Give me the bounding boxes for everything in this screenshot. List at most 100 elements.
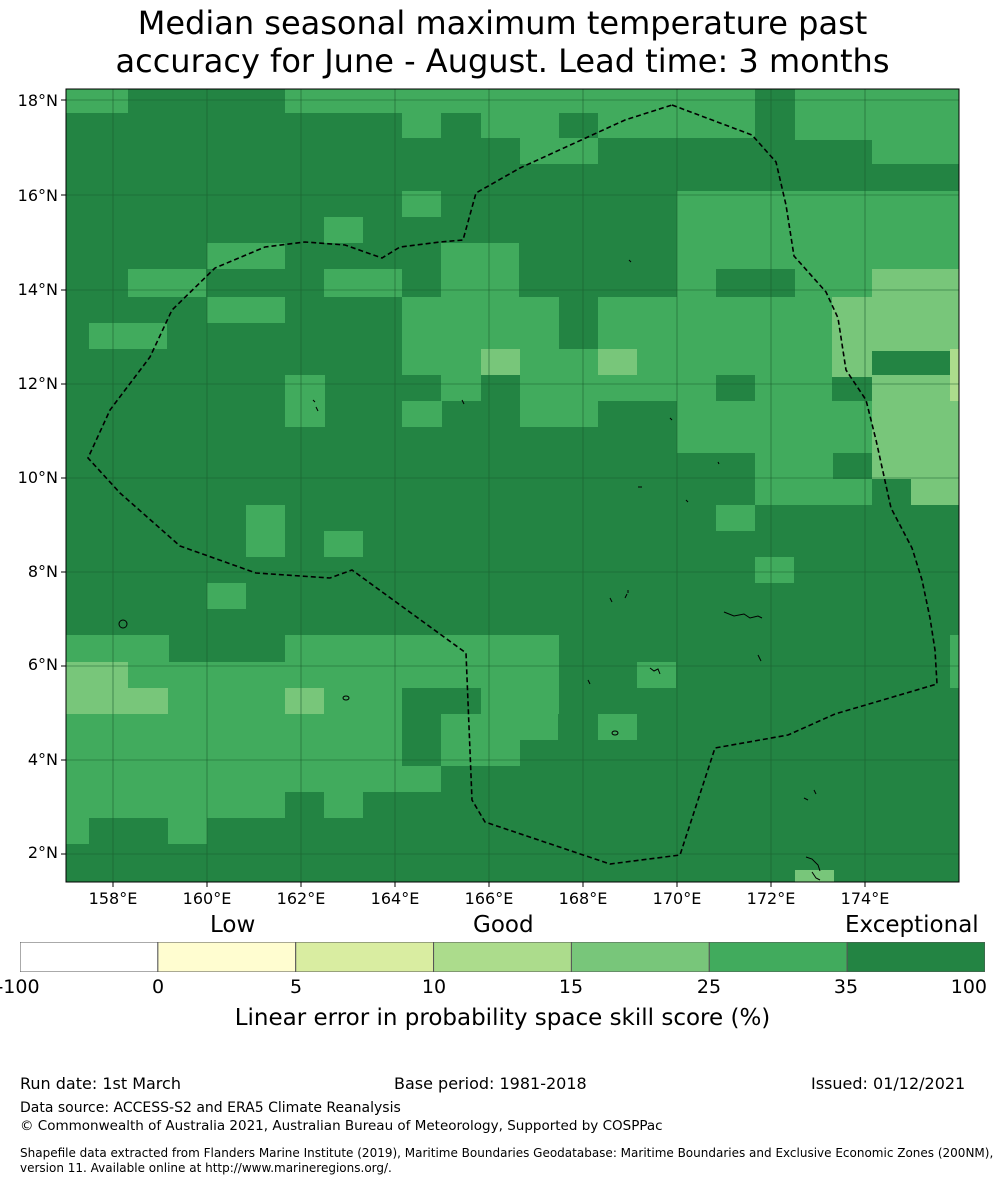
lon-label: 158°E [88,889,138,908]
skill-cell [66,740,402,766]
skill-cell [402,401,442,427]
lon-label: 162°E [276,889,326,908]
skill-cell [66,714,402,740]
lon-label: 166°E [464,889,514,908]
skill-cell [795,269,873,297]
skill-cell [207,583,246,609]
base-period: Base period: 1981-2018 [394,1074,587,1093]
skill-cell [441,375,481,401]
lon-label: 164°E [370,889,420,908]
skill-cell [66,89,128,113]
skill-cell [207,243,285,269]
skill-cell [481,688,559,714]
skill-cell [168,688,285,714]
skill-cell [911,479,959,505]
lat-label: 8°N [27,562,58,581]
skill-cell [872,138,959,164]
colorbar-tick: -100 [0,976,40,998]
skill-cell [66,635,169,662]
map-frame [65,88,960,883]
skill-cell [520,375,716,401]
skill-cell [285,89,755,113]
data-source: Data source: ACCESS-S2 and ERA5 Climate … [20,1100,401,1116]
eez-boundary [87,104,938,865]
skill-cell [755,557,794,583]
skill-cell [402,191,441,217]
skill-cell [481,113,559,138]
skill-cell [716,401,872,427]
lat-label: 2°N [27,843,58,862]
skill-cell [441,349,481,375]
skill-cell [66,792,285,818]
skill-cell [637,349,832,375]
legend-category-exceptional: Exceptional [845,912,979,938]
skill-cell [755,453,833,479]
graticule [61,89,959,887]
chart-title: Median seasonal maximum temperature past… [0,4,1005,80]
colorbar-segment [433,942,572,972]
skill-cell [598,297,872,323]
colorbar-segment [570,942,710,972]
colorbar-tick: 5 [289,976,303,998]
skill-cell [755,479,872,505]
skill-cell [285,375,325,427]
skill-cell [66,662,128,688]
skill-cell [246,505,285,557]
colorbar [20,942,985,972]
lon-label: 160°E [182,889,232,908]
lon-label: 172°E [746,889,796,908]
legend-category-low: Low [210,912,256,938]
lat-label: 12°N [17,374,58,393]
skill-cell [598,113,755,138]
skill-cell [168,818,207,844]
colorbar-segment [295,942,435,972]
skill-cell [441,243,519,297]
colorbar-segment [20,942,159,972]
colorbar-tick: 15 [558,976,584,998]
skill-cell [677,191,959,269]
skill-cell [285,635,559,662]
skill-cell [795,89,959,140]
skill-cell [324,531,363,557]
legend-category-good: Good [473,912,534,938]
skill-cell [441,714,558,740]
skill-cell [598,714,637,740]
colorbar-label: Linear error in probability space skill … [234,1005,771,1031]
issued-date: Issued: 01/12/2021 [811,1074,966,1093]
title-line-1: Median seasonal maximum temperature past [137,4,868,42]
skill-cell [872,269,959,351]
skill-cell [598,323,832,349]
skill-cell [324,792,363,818]
islands [118,259,821,881]
lat-label: 18°N [17,91,58,110]
run-date: Run date: 1st March [20,1074,181,1093]
colorbar-tick: 0 [151,976,165,998]
skill-cell [872,401,959,453]
skill-cell [128,662,285,688]
colorbar-tick: 25 [696,976,722,998]
skill-cell [324,269,402,297]
skill-cell [66,688,168,714]
skill-cell [402,297,559,323]
skill-cell [441,740,520,766]
skill-cell [207,297,285,323]
colorbar-tick: 10 [421,976,447,998]
skill-cell [285,662,559,688]
skill-cell [950,349,959,401]
copyright: © Commonwealth of Australia 2021, Austra… [20,1118,663,1134]
skill-cell [677,401,716,427]
skill-score-cells [66,89,959,882]
skill-cell [481,349,520,375]
skill-cell [872,453,959,479]
skill-cell [755,375,832,401]
lat-label: 16°N [17,186,58,205]
skill-cell [872,375,950,401]
colorbar-segment [708,942,848,972]
skill-cell [716,505,755,531]
skill-cell [677,269,716,297]
skill-cell [66,818,89,844]
skill-cell [66,766,441,792]
skill-cell [520,349,598,375]
colorbar-segment [846,942,985,972]
